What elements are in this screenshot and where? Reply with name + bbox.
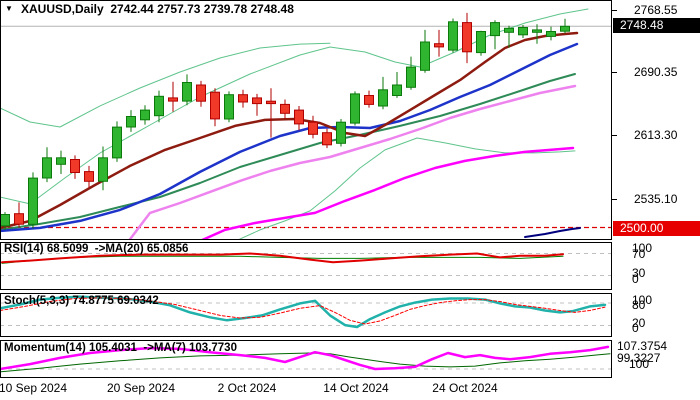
- alert-level-box: 2500.00: [613, 221, 700, 236]
- momentum-axis-label: 107.3754: [617, 339, 668, 353]
- date-label: 24 Oct 2024: [432, 381, 498, 395]
- momentum-axis-label: 100: [629, 357, 650, 371]
- stoch-axis-label: 80: [632, 298, 646, 312]
- current-price-box: 2748.48: [613, 18, 700, 33]
- rsi-axis-label: 30: [632, 266, 646, 280]
- time-axis[interactable]: 10 Sep 2024 20 Sep 2024 2 Oct 2024 14 Oc…: [0, 379, 700, 400]
- date-label: 10 Sep 2024: [0, 381, 68, 395]
- momentum-panel[interactable]: [0, 340, 612, 378]
- collapse-icon[interactable]: ▼: [5, 4, 13, 13]
- axis-tick: [612, 199, 617, 200]
- price-axis-label: 2768.55: [634, 3, 678, 17]
- price-axis-label: 2690.35: [634, 65, 678, 79]
- date-label: 20 Sep 2024: [106, 381, 176, 395]
- stoch-label: Stoch(5,3,3) 74.8775 69.0342: [4, 295, 159, 307]
- axis-tick: [612, 72, 617, 73]
- date-label: 2 Oct 2024: [217, 381, 277, 395]
- stoch-axis-label: 20: [632, 316, 646, 330]
- axis-tick: [612, 10, 617, 11]
- stoch-axis-label: 100: [632, 293, 653, 307]
- stoch-axis-label: 0: [632, 321, 639, 335]
- price-axis-label: 2535.10: [634, 192, 678, 206]
- rsi-axis-label: 0: [632, 272, 639, 286]
- axis-tick: [612, 135, 617, 136]
- rsi-panel[interactable]: [0, 242, 612, 290]
- price-axis-label: 2613.30: [634, 128, 678, 142]
- rsi-axis-label: 100: [632, 241, 653, 255]
- date-label: 14 Oct 2024: [323, 381, 389, 395]
- price-axis[interactable]: 2768.55 2748.48 2690.35 2613.30 2535.10 …: [613, 0, 700, 378]
- momentum-axis-label: 99.3227: [617, 351, 661, 365]
- main-chart-panel[interactable]: [0, 0, 612, 240]
- rsi-axis-label: 70: [632, 247, 646, 261]
- stoch-panel[interactable]: [0, 293, 612, 337]
- rsi-label: RSI(14) 68.5099 ->MA(20) 65.0856: [4, 243, 189, 255]
- momentum-label: Momentum(14) 105.4031 ->MA(7) 103.7730: [4, 342, 237, 354]
- symbol-ohlc-header: XAUUSD,Daily 2742.44 2757.73 2739.78 274…: [21, 2, 294, 16]
